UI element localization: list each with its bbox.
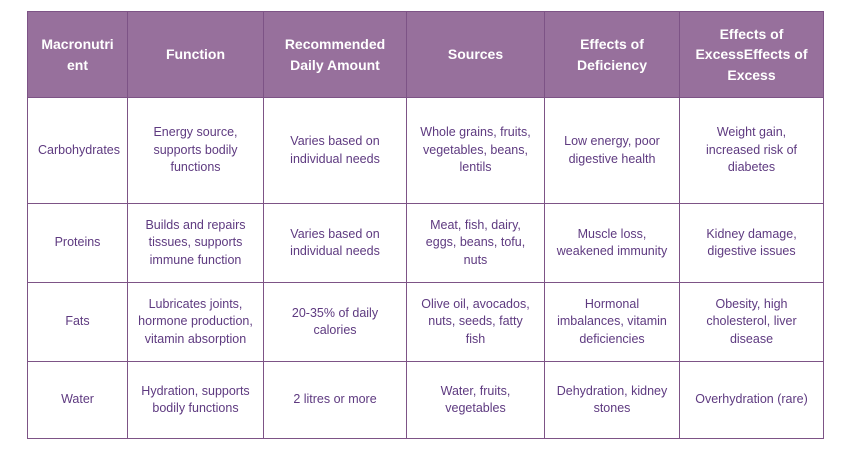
cell-effects-of-deficiency: Dehydration, kidney stones: [544, 361, 680, 439]
table-row-fats: Fats Lubricates joints, hormone producti…: [27, 282, 824, 362]
cell-function: Builds and repairs tissues, supports imm…: [127, 203, 264, 283]
cell-sources: Olive oil, avocados, nuts, seeds, fatty …: [406, 282, 545, 362]
column-header-effects-of-excess: Effects of ExcessEffects of Excess: [679, 11, 824, 98]
cell-recommended-daily-amount: 20-35% of daily calories: [263, 282, 407, 362]
cell-sources: Water, fruits, vegetables: [406, 361, 545, 439]
table-row-carbohydrates: Carbohydrates Energy source, supports bo…: [27, 97, 824, 204]
cell-effects-of-deficiency: Hormonal imbalances, vitamin deficiencie…: [544, 282, 680, 362]
cell-function: Lubricates joints, hormone production, v…: [127, 282, 264, 362]
cell-effects-of-deficiency: Muscle loss, weakened immunity: [544, 203, 680, 283]
cell-recommended-daily-amount: Varies based on individual needs: [263, 97, 407, 204]
cell-effects-of-excess: Obesity, high cholesterol, liver disease: [679, 282, 824, 362]
cell-effects-of-excess: Overhydration (rare): [679, 361, 824, 439]
cell-macronutrient: Fats: [27, 282, 128, 362]
cell-recommended-daily-amount: Varies based on individual needs: [263, 203, 407, 283]
column-header-effects-of-deficiency: Effects of Deficiency: [544, 11, 680, 98]
table-row-proteins: Proteins Builds and repairs tissues, sup…: [27, 203, 824, 283]
cell-function: Hydration, supports bodily functions: [127, 361, 264, 439]
column-header-function: Function: [127, 11, 264, 98]
cell-function: Energy source, supports bodily functions: [127, 97, 264, 204]
cell-macronutrient: Carbohydrates: [27, 97, 128, 204]
cell-effects-of-excess: Weight gain, increased risk of diabetes: [679, 97, 824, 204]
column-header-sources: Sources: [406, 11, 545, 98]
cell-sources: Whole grains, fruits, vegetables, beans,…: [406, 97, 545, 204]
cell-recommended-daily-amount: 2 litres or more: [263, 361, 407, 439]
cell-effects-of-excess: Kidney damage, digestive issues: [679, 203, 824, 283]
column-header-recommended-daily-amount: Recommended Daily Amount: [263, 11, 407, 98]
column-header-macronutrient: Macronutrient: [27, 11, 128, 98]
macronutrient-table: Macronutrient Function Recommended Daily…: [27, 11, 824, 439]
table-row-water: Water Hydration, supports bodily functio…: [27, 361, 824, 439]
cell-macronutrient: Proteins: [27, 203, 128, 283]
cell-sources: Meat, fish, dairy, eggs, beans, tofu, nu…: [406, 203, 545, 283]
cell-macronutrient: Water: [27, 361, 128, 439]
cell-effects-of-deficiency: Low energy, poor digestive health: [544, 97, 680, 204]
table-header-row: Macronutrient Function Recommended Daily…: [27, 11, 824, 98]
